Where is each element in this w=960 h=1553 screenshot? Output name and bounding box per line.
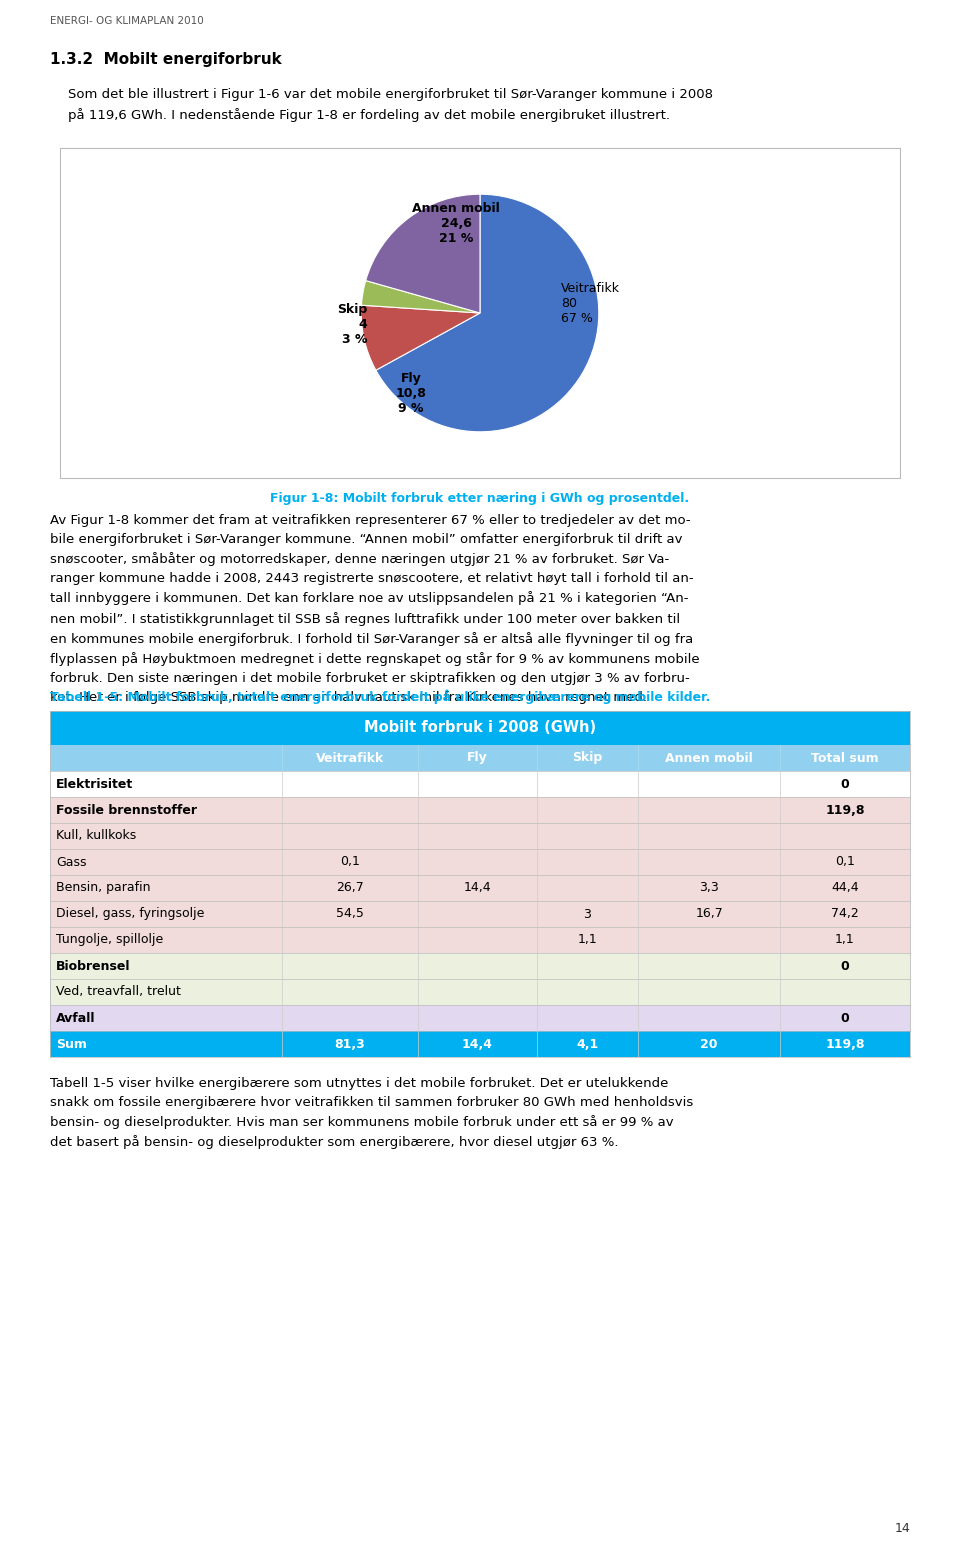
Text: Elektrisitet: Elektrisitet (56, 778, 133, 790)
Text: 81,3: 81,3 (334, 1037, 365, 1050)
Text: 26,7: 26,7 (336, 882, 364, 895)
Text: 1,1: 1,1 (835, 933, 854, 946)
FancyBboxPatch shape (50, 770, 910, 797)
Text: 3: 3 (584, 907, 591, 921)
Text: 16,7: 16,7 (695, 907, 723, 921)
FancyBboxPatch shape (50, 874, 910, 901)
Wedge shape (361, 306, 480, 370)
Text: Annen mobil: Annen mobil (665, 752, 753, 764)
Wedge shape (362, 281, 480, 314)
Text: Tabell 1-5: Mobilt forbruk, totalt energiforbruk fordelt på ulike energibærere o: Tabell 1-5: Mobilt forbruk, totalt energ… (50, 690, 710, 704)
FancyBboxPatch shape (50, 849, 910, 874)
Text: Mobilt forbruk i 2008 (GWh): Mobilt forbruk i 2008 (GWh) (364, 721, 596, 736)
Text: 0: 0 (841, 960, 850, 972)
Text: 14,4: 14,4 (462, 1037, 492, 1050)
FancyBboxPatch shape (50, 711, 910, 745)
Text: Diesel, gass, fyringsolje: Diesel, gass, fyringsolje (56, 907, 204, 921)
Text: 0: 0 (841, 1011, 850, 1025)
Text: Bensin, parafin: Bensin, parafin (56, 882, 151, 895)
Text: Som det ble illustrert i Figur 1-6 var det mobile energiforbruket til Sør-Varang: Som det ble illustrert i Figur 1-6 var d… (68, 89, 713, 121)
FancyBboxPatch shape (50, 978, 910, 1005)
Text: Kull, kullkoks: Kull, kullkoks (56, 829, 136, 842)
Text: Fossile brennstoffer: Fossile brennstoffer (56, 803, 197, 817)
FancyBboxPatch shape (50, 823, 910, 849)
Text: 119,8: 119,8 (826, 803, 865, 817)
FancyBboxPatch shape (50, 1005, 910, 1031)
Text: Veitrafikk: Veitrafikk (316, 752, 384, 764)
Text: Gass: Gass (56, 856, 86, 868)
FancyBboxPatch shape (50, 927, 910, 954)
FancyBboxPatch shape (50, 954, 910, 978)
FancyBboxPatch shape (50, 797, 910, 823)
Text: Ved, treavfall, trelut: Ved, treavfall, trelut (56, 986, 180, 999)
FancyBboxPatch shape (50, 1031, 910, 1058)
Text: 14,4: 14,4 (464, 882, 491, 895)
Text: Annen mobil
24,6
21 %: Annen mobil 24,6 21 % (413, 202, 500, 245)
Wedge shape (376, 194, 599, 432)
Text: Biobrensel: Biobrensel (56, 960, 131, 972)
Text: ENERGI- OG KLIMAPLAN 2010: ENERGI- OG KLIMAPLAN 2010 (50, 16, 204, 26)
Text: 4,1: 4,1 (576, 1037, 599, 1050)
Text: Tabell 1-5 viser hvilke energibærere som utnyttes i det mobile forbruket. Det er: Tabell 1-5 viser hvilke energibærere som… (50, 1076, 693, 1149)
Text: 74,2: 74,2 (831, 907, 859, 921)
Text: Figur 1-8: Mobilt forbruk etter næring i GWh og prosentdel.: Figur 1-8: Mobilt forbruk etter næring i… (271, 492, 689, 505)
Text: 20: 20 (701, 1037, 718, 1050)
Text: Sum: Sum (56, 1037, 86, 1050)
Text: 44,4: 44,4 (831, 882, 859, 895)
Text: 1,1: 1,1 (578, 933, 597, 946)
Wedge shape (366, 194, 480, 314)
Text: Veitrafikk
80
67 %: Veitrafikk 80 67 % (561, 283, 620, 325)
Text: Total sum: Total sum (811, 752, 878, 764)
Text: 0,1: 0,1 (835, 856, 854, 868)
Text: 3,3: 3,3 (699, 882, 719, 895)
Text: Tungolje, spillolje: Tungolje, spillolje (56, 933, 163, 946)
Text: Skip
4
3 %: Skip 4 3 % (337, 303, 367, 346)
FancyBboxPatch shape (50, 745, 910, 770)
Text: Skip: Skip (572, 752, 603, 764)
Text: 54,5: 54,5 (336, 907, 364, 921)
Text: 1.3.2  Mobilt energiforbruk: 1.3.2 Mobilt energiforbruk (50, 51, 281, 67)
Text: 14: 14 (895, 1522, 910, 1534)
Text: Av Figur 1-8 kommer det fram at veitrafikken representerer 67 % eller to tredjed: Av Figur 1-8 kommer det fram at veitrafi… (50, 514, 700, 704)
FancyBboxPatch shape (50, 901, 910, 927)
Text: Fly
10,8
9 %: Fly 10,8 9 % (396, 373, 426, 415)
Text: Fly: Fly (467, 752, 488, 764)
Text: 0: 0 (841, 778, 850, 790)
FancyBboxPatch shape (60, 148, 900, 478)
Text: 119,8: 119,8 (826, 1037, 865, 1050)
Text: Avfall: Avfall (56, 1011, 95, 1025)
Text: 0,1: 0,1 (340, 856, 360, 868)
